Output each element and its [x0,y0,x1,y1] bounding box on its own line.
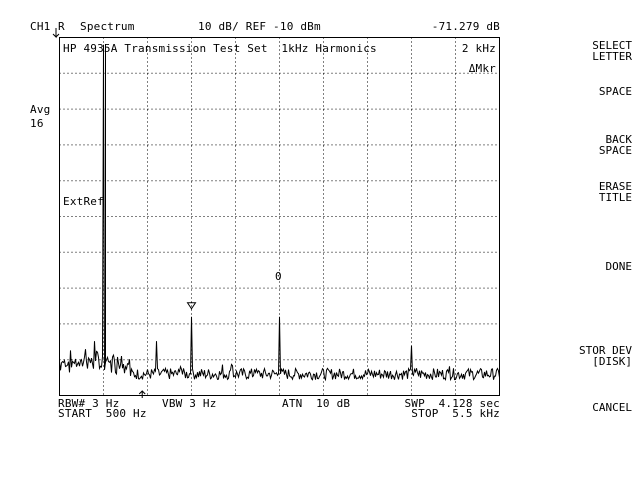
ext-ref-label: ExtRef [63,195,104,208]
marker-frequency: 2 kHz [461,42,496,55]
softkey-cancel[interactable]: CANCEL [592,401,632,414]
spectrum-trace [59,44,500,382]
rbw-label: RBW# 3 Hz [58,397,120,410]
stop-frequency: STOP 5.5 kHz [411,407,500,420]
softkey-select-letter[interactable]: SELECT LETTER [592,39,632,63]
scale-ref-label: 10 dB/ REF -10 dBm [198,20,321,33]
channel-label: CH1 [30,20,51,33]
averaging-count: 16 [30,117,44,130]
delta-marker-label: ΔMkr [468,62,496,75]
marker-number: 0 [275,270,282,283]
mode-label: Spectrum [80,20,135,33]
attenuation-label: ATN 10 dB [282,397,351,410]
center-freq-arrow-icon [138,390,146,398]
start-frequency: START 500 Hz [58,407,147,420]
averaging-label: Avg [30,103,51,116]
softkey-done[interactable]: DONE [605,260,633,273]
softkey-space[interactable]: SPACE [598,85,632,98]
ref-level-arrow-icon [52,28,60,39]
softkey-erase-title[interactable]: ERASE TITLE [598,180,632,204]
plot-title: HP 4935A Transmission Test Set 1kHz Harm… [63,42,377,55]
input-label: R [58,20,65,33]
vbw-label: VBW 3 Hz [162,397,217,410]
softkey-back-space[interactable]: BACK SPACE [598,133,632,157]
marker-readout: -71.279 dB [431,20,500,33]
marker-triangle-icon [186,302,197,310]
softkey-stor-dev[interactable]: STOR DEV [DISK] [579,344,632,368]
sweep-time-label: SWP 4.128 sec [404,397,500,410]
